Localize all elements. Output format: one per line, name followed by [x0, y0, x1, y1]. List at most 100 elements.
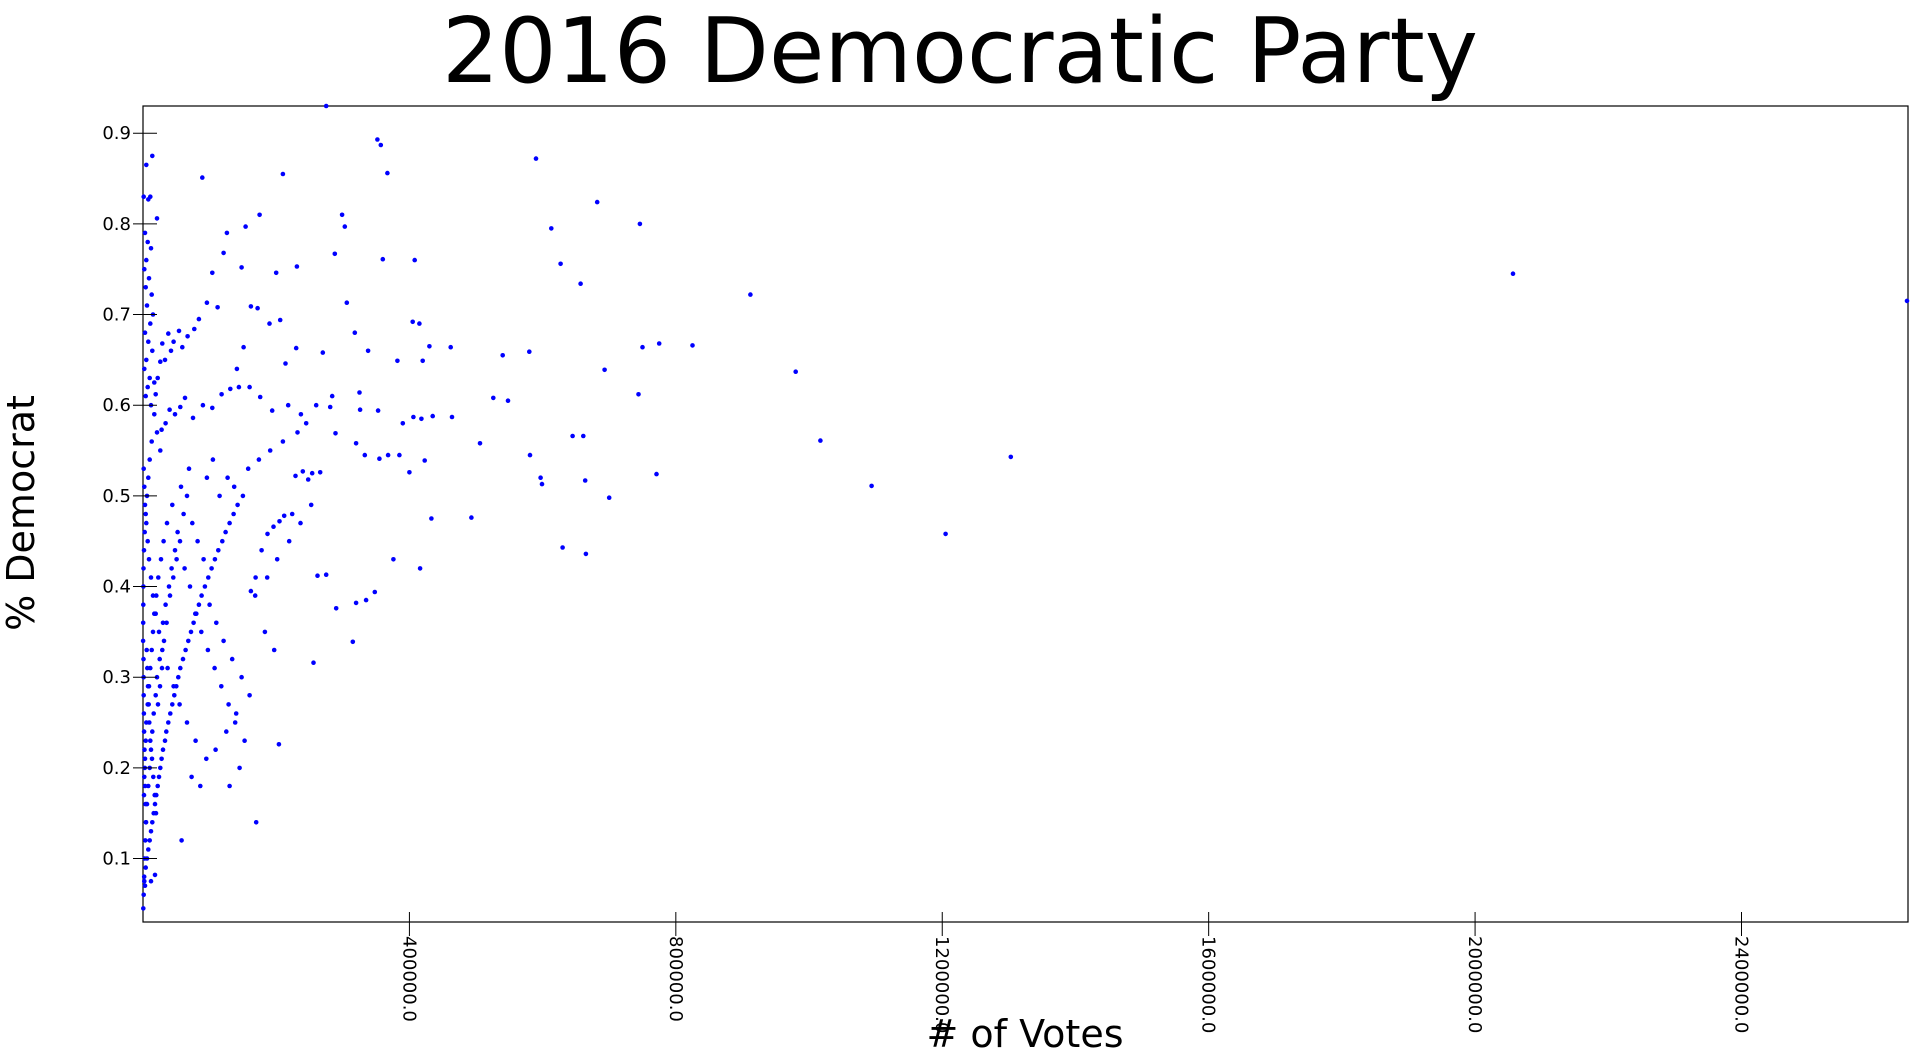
- data-point: [186, 466, 192, 472]
- data-point: [313, 402, 319, 408]
- data-point: [171, 339, 176, 345]
- y-tick-label: 0.3: [102, 667, 131, 688]
- data-point: [190, 520, 195, 526]
- data-point: [163, 421, 168, 426]
- data-point: [157, 684, 163, 689]
- data-point: [300, 469, 306, 474]
- data-point: [212, 557, 218, 562]
- data-point: [158, 557, 164, 562]
- data-point: [273, 270, 279, 276]
- data-point: [429, 516, 434, 521]
- data-point: [204, 475, 210, 481]
- data-point: [869, 483, 874, 489]
- data-point: [527, 452, 533, 458]
- data-point: [150, 153, 155, 159]
- data-point: [294, 264, 300, 269]
- data-point: [150, 820, 155, 825]
- data-point: [582, 478, 588, 483]
- data-point: [412, 257, 418, 263]
- data-point: [164, 620, 169, 626]
- data-point: [178, 404, 183, 410]
- data-point: [323, 572, 329, 577]
- data-point: [189, 774, 194, 780]
- data-point: [209, 566, 214, 571]
- data-point: [234, 366, 240, 372]
- data-point: [420, 358, 426, 364]
- data-point: [160, 647, 165, 653]
- data-point: [164, 520, 170, 526]
- data-point: [410, 319, 416, 325]
- data-point: [332, 251, 338, 257]
- data-point: [201, 557, 206, 562]
- data-point: [247, 384, 252, 390]
- data-point: [276, 742, 282, 747]
- data-point: [407, 470, 412, 475]
- data-point: [210, 270, 215, 276]
- data-point: [190, 415, 196, 421]
- data-point: [217, 493, 222, 499]
- x-tick-label: 1600000.0: [1198, 936, 1219, 1033]
- data-point: [690, 343, 695, 348]
- data-point: [323, 103, 329, 109]
- data-point: [160, 620, 166, 626]
- data-point: [155, 783, 160, 789]
- data-point: [199, 593, 204, 598]
- data-point: [255, 305, 260, 311]
- data-point: [309, 470, 315, 476]
- data-point: [170, 702, 175, 707]
- data-point: [549, 226, 554, 231]
- data-point: [171, 684, 176, 689]
- data-point: [305, 477, 311, 482]
- data-point: [184, 493, 190, 499]
- data-point: [178, 484, 184, 490]
- data-point: [233, 711, 239, 716]
- data-point: [253, 575, 258, 580]
- data-point: [147, 375, 152, 381]
- y-tick-label: 0.2: [102, 758, 131, 779]
- data-point: [578, 281, 583, 287]
- data-point: [142, 502, 148, 508]
- data-point: [395, 358, 400, 364]
- data-point: [152, 412, 157, 417]
- data-point: [274, 557, 280, 562]
- data-point: [185, 334, 190, 339]
- data-point: [205, 647, 211, 653]
- data-point: [210, 405, 215, 411]
- x-tick-label: 800000.0: [665, 936, 686, 1022]
- data-point: [206, 575, 211, 580]
- data-point: [143, 738, 148, 743]
- data-point: [257, 212, 262, 218]
- data-point: [213, 747, 218, 752]
- data-point: [223, 529, 228, 535]
- data-point: [162, 357, 168, 363]
- data-point: [602, 367, 607, 373]
- data-point: [281, 513, 287, 519]
- data-point: [152, 872, 158, 878]
- data-point: [417, 321, 422, 326]
- data-point: [267, 448, 273, 453]
- data-point: [142, 747, 147, 752]
- data-point: [215, 305, 220, 310]
- plot-area: [142, 105, 1909, 923]
- data-point: [148, 747, 154, 752]
- data-point: [417, 566, 423, 571]
- data-point: [505, 398, 511, 404]
- y-tick-label: 0.9: [102, 123, 131, 144]
- data-point: [156, 629, 162, 635]
- data-point: [285, 402, 291, 408]
- data-point: [143, 511, 148, 517]
- data-point: [158, 359, 163, 365]
- data-point: [539, 481, 545, 487]
- data-point: [375, 408, 381, 413]
- data-point: [311, 660, 316, 665]
- data-point: [293, 473, 298, 479]
- data-point: [145, 239, 150, 245]
- data-point: [141, 906, 146, 911]
- data-point: [214, 620, 219, 626]
- data-point: [187, 584, 193, 589]
- data-point: [818, 438, 823, 443]
- data-point: [315, 573, 320, 578]
- data-point: [241, 344, 246, 350]
- data-point: [277, 317, 283, 323]
- data-point: [141, 711, 147, 716]
